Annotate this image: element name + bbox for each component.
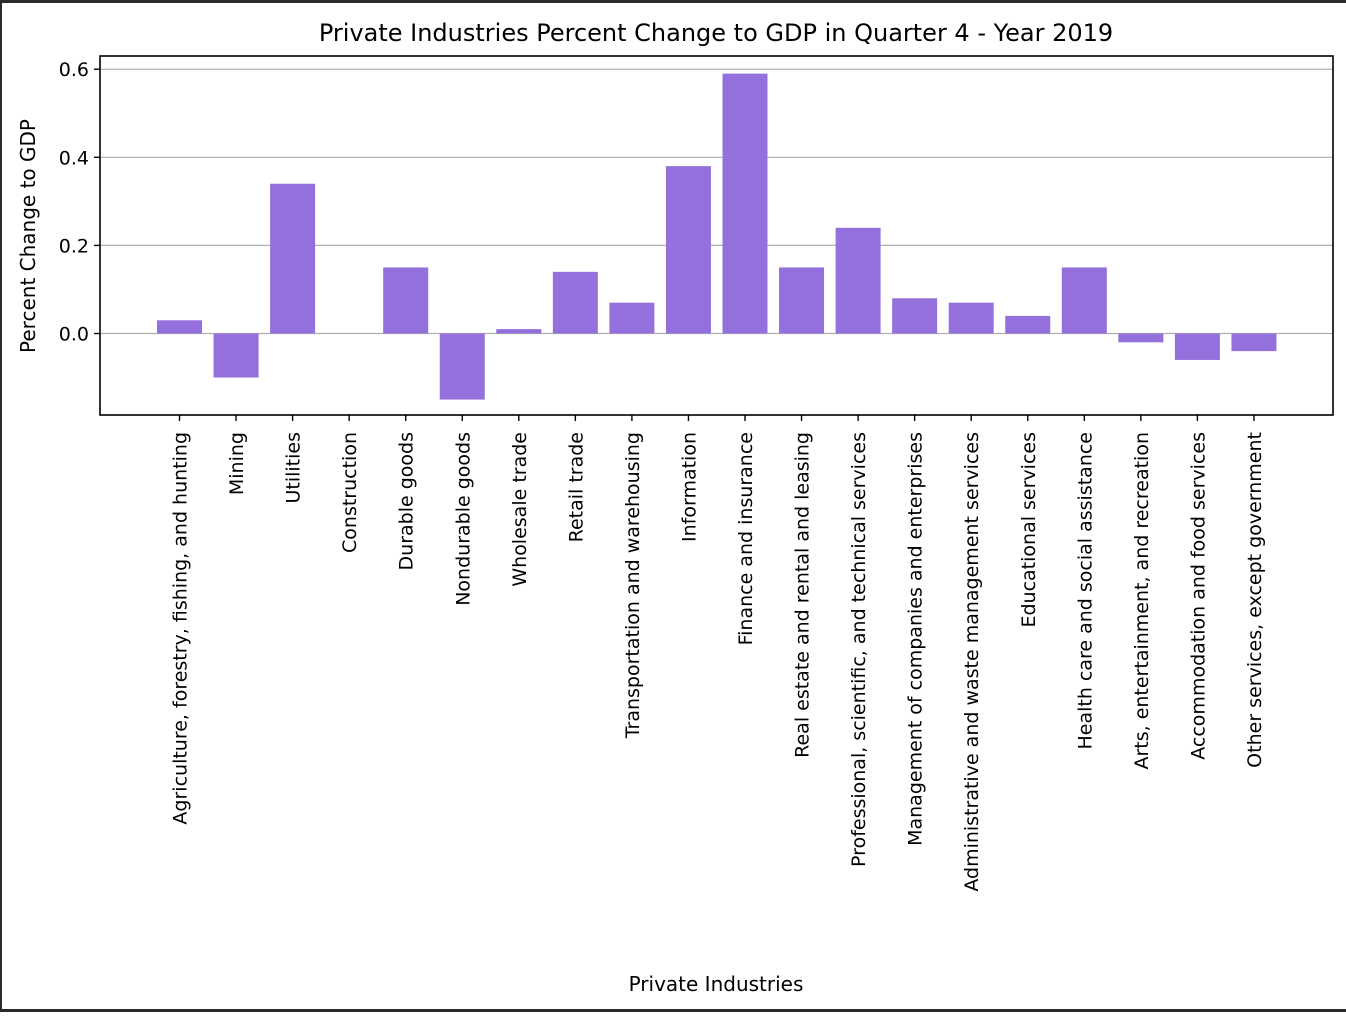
x-tick-label: Utilities bbox=[283, 432, 305, 504]
x-tick-label: Finance and insurance bbox=[735, 432, 757, 645]
x-tick-label: Administrative and waste management serv… bbox=[961, 432, 983, 892]
bar bbox=[214, 334, 259, 378]
bar bbox=[666, 166, 711, 333]
x-tick-label: Professional, scientific, and technical … bbox=[848, 432, 870, 867]
bar bbox=[1005, 316, 1050, 334]
bar bbox=[836, 228, 881, 334]
x-tick-label: Durable goods bbox=[396, 432, 418, 570]
x-tick-label: Information bbox=[678, 432, 700, 542]
bar-chart: 0.0 0.2 0.4 0.6 Agriculture, forestry, fish… bbox=[2, 3, 1346, 1015]
bar bbox=[383, 267, 428, 333]
x-axis-ticks: Agriculture, forestry, fishing, and hunt… bbox=[170, 415, 1266, 892]
bar bbox=[1231, 334, 1276, 352]
x-axis-label: Private Industries bbox=[629, 972, 804, 996]
bars bbox=[157, 74, 1276, 400]
x-tick-label: Wholesale trade bbox=[509, 432, 531, 587]
bar bbox=[723, 74, 768, 334]
x-tick-label: Mining bbox=[226, 432, 248, 495]
y-tick-label: 0.4 bbox=[59, 147, 89, 169]
bar bbox=[553, 272, 598, 334]
chart-title: Private Industries Percent Change to GDP… bbox=[319, 19, 1113, 47]
y-axis-label: Percent Change to GDP bbox=[16, 119, 40, 353]
bar bbox=[157, 320, 202, 333]
x-tick-label: Retail trade bbox=[565, 432, 587, 542]
x-tick-label: Construction bbox=[339, 432, 361, 553]
y-tick-label: 0.6 bbox=[59, 59, 89, 81]
y-tick-label: 0.0 bbox=[59, 324, 89, 346]
x-tick-label: Health care and social assistance bbox=[1074, 432, 1096, 750]
bar bbox=[1118, 334, 1163, 343]
x-tick-label: Transportation and warehousing bbox=[622, 432, 644, 739]
x-tick-label: Management of companies and enterprises bbox=[905, 432, 927, 846]
bar bbox=[1175, 334, 1220, 360]
x-tick-label: Educational services bbox=[1018, 432, 1040, 628]
bar bbox=[496, 329, 541, 333]
bar bbox=[440, 334, 485, 400]
bar bbox=[779, 267, 824, 333]
x-tick-label: Accommodation and food services bbox=[1187, 432, 1209, 760]
bar bbox=[270, 184, 315, 334]
x-tick-label: Other services, except government bbox=[1244, 432, 1266, 768]
x-tick-label: Arts, entertainment, and recreation bbox=[1131, 432, 1153, 770]
x-tick-label: Nondurable goods bbox=[452, 432, 474, 606]
y-tick-label: 0.2 bbox=[59, 235, 89, 257]
y-axis-ticks: 0.0 0.2 0.4 0.6 bbox=[59, 59, 100, 345]
x-tick-label: Real estate and rental and leasing bbox=[792, 432, 814, 758]
bar bbox=[609, 303, 654, 334]
bar bbox=[949, 303, 994, 334]
bar bbox=[892, 298, 937, 333]
bar bbox=[1062, 267, 1107, 333]
x-tick-label: Agriculture, forestry, fishing, and hunt… bbox=[170, 432, 192, 825]
